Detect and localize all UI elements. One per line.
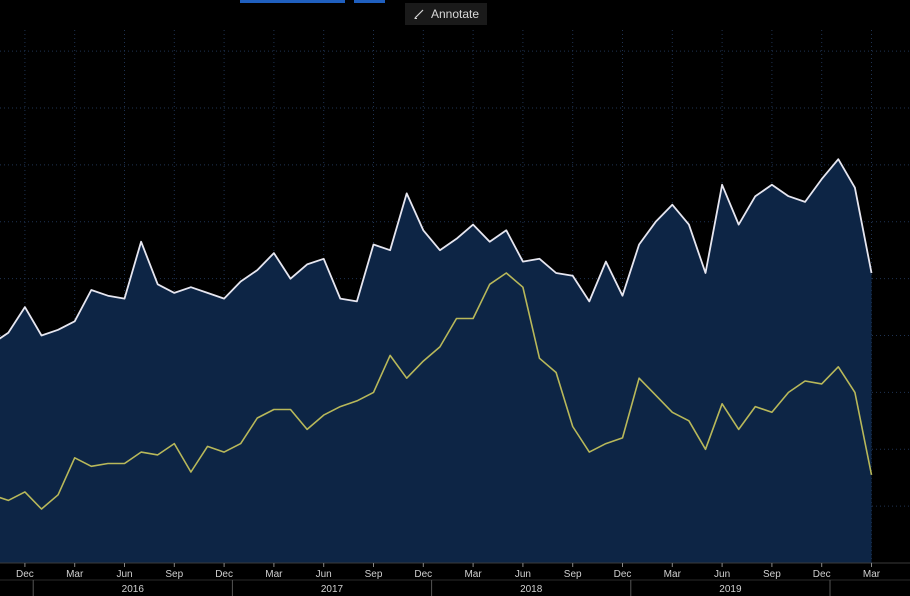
x-tick-label: Mar xyxy=(664,569,682,580)
x-tick-label: Jun xyxy=(515,569,531,580)
toolbar-tab[interactable] xyxy=(354,0,385,3)
series-line-2 xyxy=(0,272,873,510)
x-year-label: 2016 xyxy=(122,584,145,595)
x-axis: Sep Dec Mar Jun Sep Dec Mar Jun Sep Dec Mar Jun Sep D… xyxy=(0,562,910,596)
x-tick-label: Mar xyxy=(863,569,881,580)
x-tick-label: Sep xyxy=(165,569,183,580)
x-tick-label: Sep xyxy=(564,569,582,580)
toolbar: Annotate xyxy=(0,0,910,28)
series-line-1 xyxy=(0,158,873,340)
x-year-label: 2017 xyxy=(321,584,344,595)
x-tick-label: Dec xyxy=(16,569,34,580)
x-tick-label: Dec xyxy=(813,569,831,580)
x-tick-label: Jun xyxy=(714,569,730,580)
annotate-label: Annotate xyxy=(431,7,480,21)
toolbar-tab[interactable] xyxy=(240,0,345,3)
annotate-button[interactable]: Annotate xyxy=(405,3,488,25)
x-tick-label: Sep xyxy=(763,569,781,580)
x-tick-label: Mar xyxy=(464,569,482,580)
x-year-label: 2018 xyxy=(520,584,543,595)
area-fill xyxy=(0,159,872,563)
series-area xyxy=(0,159,872,563)
x-tick-label: Jun xyxy=(116,569,132,580)
x-tick-label: Mar xyxy=(66,569,84,580)
series-lines xyxy=(0,158,873,510)
x-tick-label: Dec xyxy=(215,569,233,580)
x-tick-label: Dec xyxy=(614,569,632,580)
x-tick-label: Jun xyxy=(316,569,332,580)
x-tick-label: Mar xyxy=(265,569,283,580)
x-tick-label: Sep xyxy=(365,569,383,580)
x-tick-label: Dec xyxy=(414,569,432,580)
pencil-icon xyxy=(413,8,425,20)
x-year-label: 2019 xyxy=(719,584,742,595)
